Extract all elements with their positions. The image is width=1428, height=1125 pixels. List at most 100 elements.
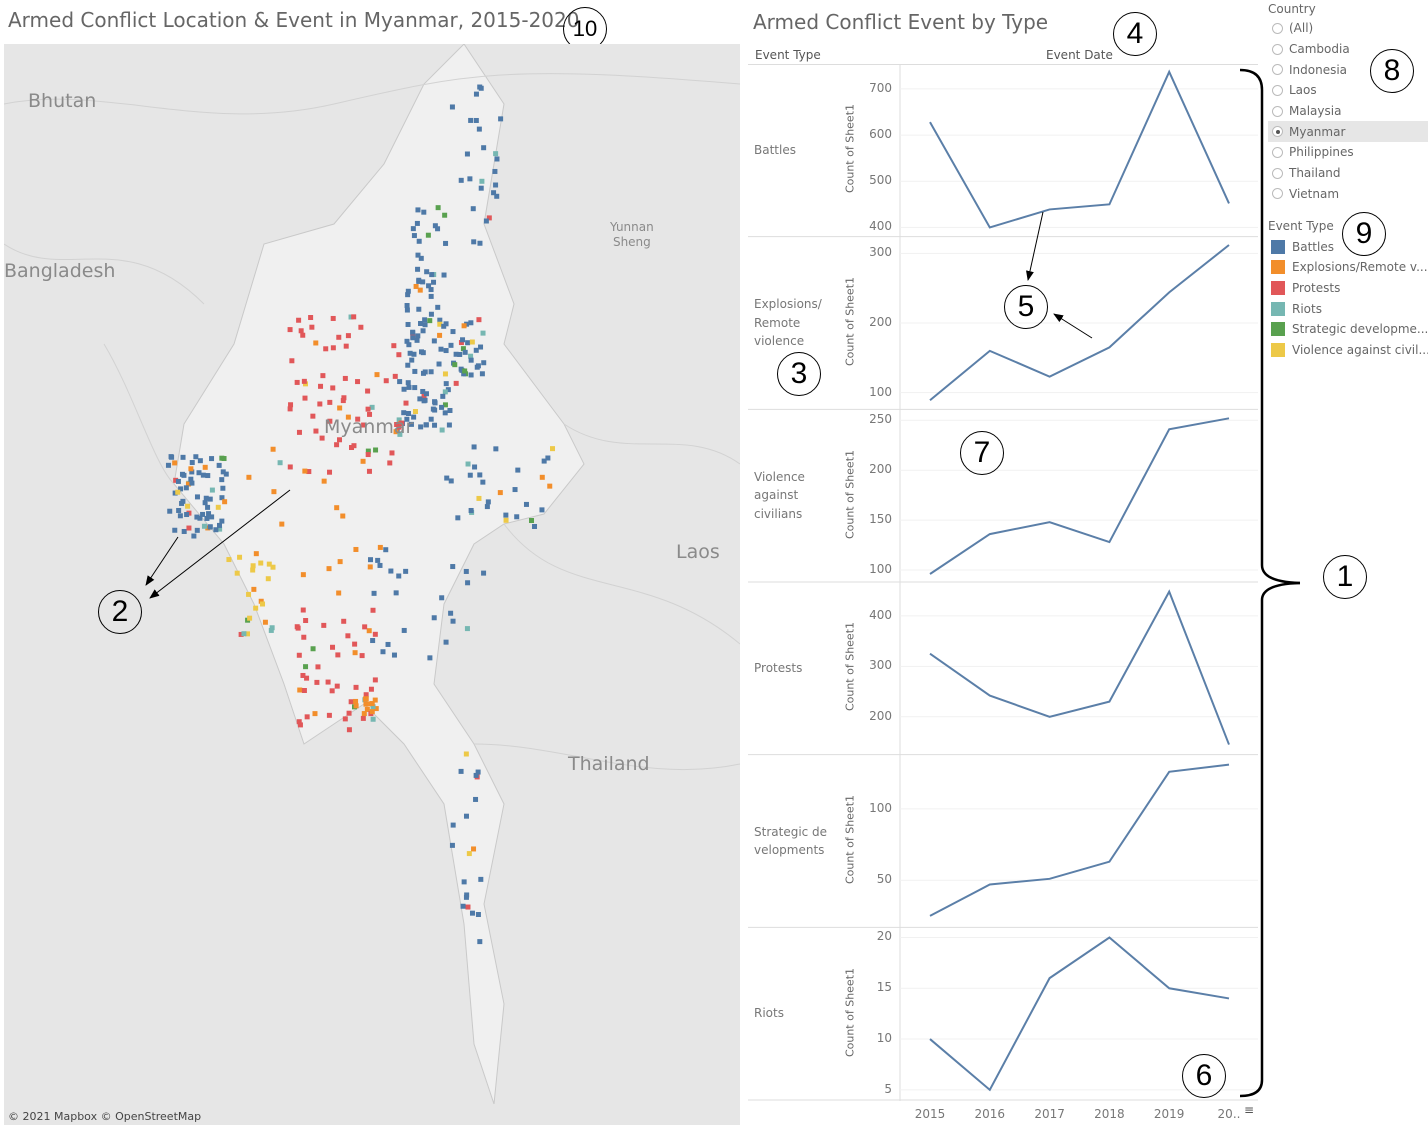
country-option-all[interactable]: (All): [1268, 18, 1428, 39]
event-marker[interactable]: [514, 514, 520, 520]
data-point[interactable]: [987, 532, 992, 537]
event-marker[interactable]: [301, 378, 307, 384]
event-marker[interactable]: [209, 456, 215, 462]
data-point[interactable]: [1167, 290, 1172, 295]
event-marker[interactable]: [428, 416, 434, 422]
event-marker[interactable]: [179, 500, 185, 506]
event-marker[interactable]: [441, 323, 447, 329]
event-marker[interactable]: [348, 699, 354, 705]
event-marker[interactable]: [445, 387, 451, 393]
event-marker[interactable]: [458, 177, 464, 183]
event-marker[interactable]: [167, 508, 173, 514]
event-marker[interactable]: [172, 460, 178, 466]
event-marker[interactable]: [425, 232, 431, 238]
event-marker[interactable]: [312, 711, 318, 717]
event-marker[interactable]: [435, 205, 441, 211]
event-marker[interactable]: [302, 468, 308, 474]
event-marker[interactable]: [442, 371, 448, 377]
event-marker[interactable]: [368, 686, 374, 692]
event-marker[interactable]: [448, 610, 454, 616]
data-point[interactable]: [1047, 207, 1052, 212]
event-marker[interactable]: [435, 226, 441, 232]
event-marker[interactable]: [410, 226, 416, 232]
event-marker[interactable]: [420, 328, 426, 334]
event-marker[interactable]: [396, 573, 402, 579]
event-marker[interactable]: [219, 477, 225, 483]
event-marker[interactable]: [391, 652, 397, 658]
event-marker[interactable]: [194, 494, 200, 500]
event-marker[interactable]: [359, 653, 365, 659]
data-point[interactable]: [1047, 714, 1052, 719]
event-marker[interactable]: [205, 504, 211, 510]
event-marker[interactable]: [207, 524, 213, 530]
data-point[interactable]: [1047, 520, 1052, 525]
event-marker[interactable]: [308, 315, 314, 321]
event-marker[interactable]: [493, 151, 499, 157]
event-marker[interactable]: [300, 607, 306, 613]
event-marker[interactable]: [295, 625, 301, 631]
event-marker[interactable]: [326, 566, 332, 572]
event-marker[interactable]: [362, 624, 368, 630]
event-marker[interactable]: [431, 338, 437, 344]
event-marker[interactable]: [250, 567, 256, 573]
event-marker[interactable]: [436, 361, 442, 367]
event-marker[interactable]: [469, 910, 475, 916]
event-marker[interactable]: [346, 727, 352, 733]
event-marker[interactable]: [353, 703, 359, 709]
event-marker[interactable]: [417, 396, 423, 402]
event-marker[interactable]: [369, 709, 375, 715]
event-marker[interactable]: [396, 352, 402, 358]
event-marker[interactable]: [371, 590, 377, 596]
event-marker[interactable]: [449, 104, 455, 110]
event-marker[interactable]: [475, 911, 481, 917]
event-marker[interactable]: [340, 398, 346, 404]
event-marker[interactable]: [377, 544, 383, 550]
event-marker[interactable]: [442, 410, 448, 416]
event-marker[interactable]: [203, 495, 209, 501]
event-marker[interactable]: [453, 380, 459, 386]
event-marker[interactable]: [477, 472, 483, 478]
line-protests[interactable]: [929, 589, 1230, 745]
event-marker[interactable]: [461, 323, 467, 329]
event-marker[interactable]: [444, 475, 450, 481]
event-marker[interactable]: [523, 501, 529, 507]
event-marker[interactable]: [389, 450, 395, 456]
event-marker[interactable]: [279, 521, 285, 527]
event-marker[interactable]: [443, 381, 449, 387]
event-marker[interactable]: [438, 346, 444, 352]
data-point[interactable]: [1227, 201, 1232, 206]
event-marker[interactable]: [188, 476, 194, 482]
column-header-event-date[interactable]: Event Date: [1046, 48, 1113, 62]
event-marker[interactable]: [424, 269, 430, 275]
event-marker[interactable]: [406, 410, 412, 416]
event-marker[interactable]: [493, 182, 499, 188]
event-marker[interactable]: [361, 422, 367, 428]
event-marker[interactable]: [219, 518, 225, 524]
event-marker[interactable]: [464, 151, 470, 157]
event-marker[interactable]: [447, 407, 453, 413]
event-marker[interactable]: [335, 652, 341, 658]
event-marker[interactable]: [412, 385, 418, 391]
event-marker[interactable]: [459, 367, 465, 373]
event-marker[interactable]: [370, 704, 376, 710]
event-marker[interactable]: [468, 372, 474, 378]
row-label-protests[interactable]: Protests: [754, 661, 803, 676]
event-marker[interactable]: [471, 239, 477, 245]
event-marker[interactable]: [321, 622, 327, 628]
event-marker[interactable]: [437, 321, 443, 327]
event-marker[interactable]: [194, 527, 200, 533]
event-marker[interactable]: [404, 303, 410, 309]
event-marker[interactable]: [420, 279, 426, 285]
event-marker[interactable]: [365, 452, 371, 458]
event-marker[interactable]: [329, 688, 335, 694]
event-marker[interactable]: [468, 117, 474, 123]
event-marker[interactable]: [394, 421, 400, 427]
event-marker[interactable]: [461, 371, 467, 377]
event-marker[interactable]: [423, 422, 429, 428]
event-marker[interactable]: [206, 511, 212, 517]
line-strategic-developments[interactable]: [929, 763, 1230, 917]
event-marker[interactable]: [397, 431, 403, 437]
event-marker[interactable]: [334, 505, 340, 511]
event-marker[interactable]: [294, 379, 300, 385]
event-marker[interactable]: [298, 328, 304, 334]
